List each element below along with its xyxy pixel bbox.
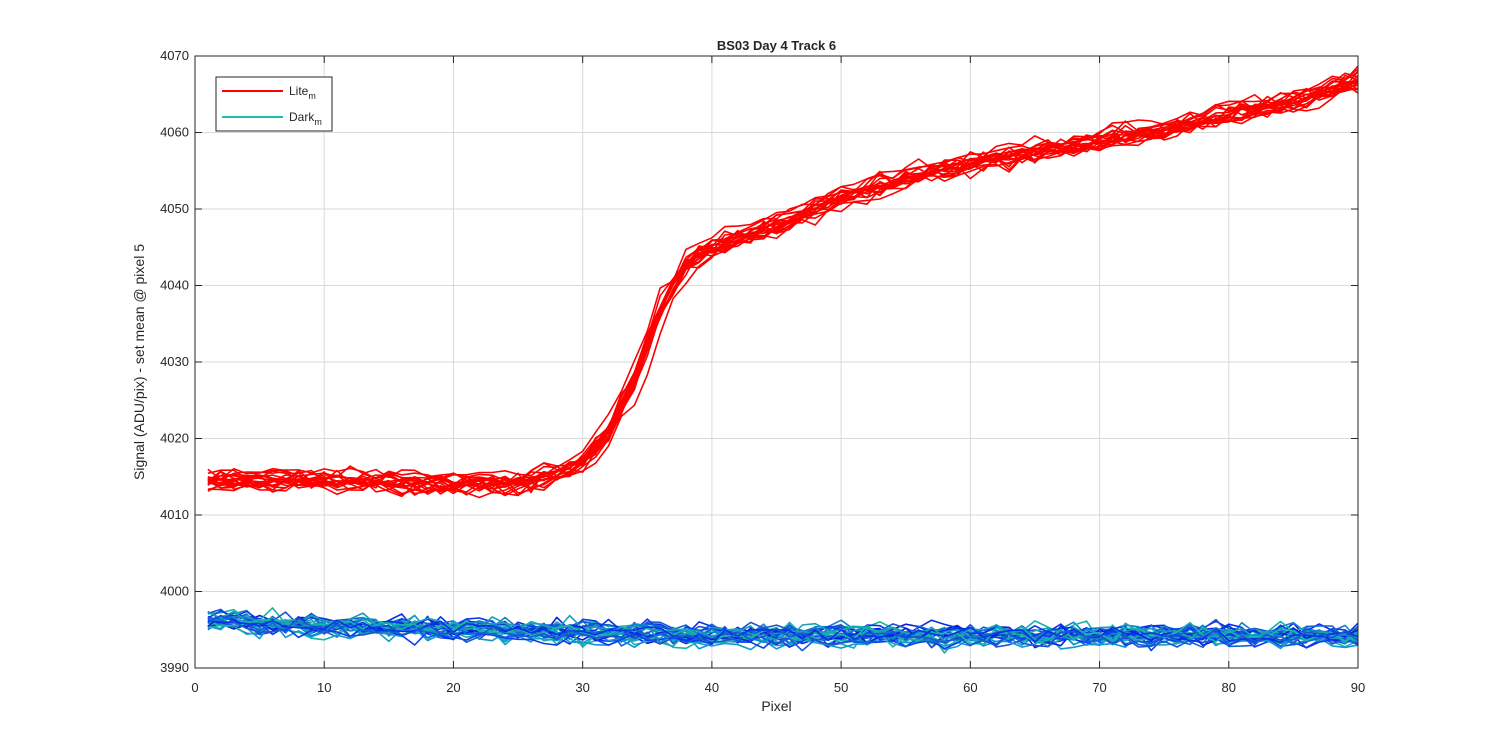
legend-label-lite-subscript: m bbox=[308, 91, 316, 101]
y-tick-label: 4050 bbox=[160, 201, 189, 216]
series-line-lite bbox=[207, 68, 1359, 481]
y-tick-label: 4010 bbox=[160, 507, 189, 522]
x-tick-label: 20 bbox=[446, 680, 460, 695]
legend-label-lite: Litem bbox=[289, 84, 316, 101]
legend-label-dark-text: Dark bbox=[289, 110, 315, 124]
x-tick-label: 80 bbox=[1222, 680, 1236, 695]
legend-label-dark-subscript: m bbox=[314, 117, 322, 127]
x-tick-label: 0 bbox=[191, 680, 198, 695]
x-tick-label: 30 bbox=[575, 680, 589, 695]
x-tick-label: 40 bbox=[705, 680, 719, 695]
series-line-dark bbox=[207, 614, 1359, 648]
series-dark bbox=[207, 607, 1359, 654]
legend-box bbox=[215, 76, 333, 132]
legend-label-dark: Darkm bbox=[289, 110, 322, 127]
data-series bbox=[207, 65, 1359, 654]
legend: Litem Darkm bbox=[215, 76, 333, 132]
y-tick-label: 3990 bbox=[160, 660, 189, 675]
series-line-lite bbox=[207, 65, 1359, 482]
legend-label-lite-text: Lite bbox=[289, 84, 309, 98]
x-tick-label: 60 bbox=[963, 680, 977, 695]
y-tick-label: 4030 bbox=[160, 354, 189, 369]
series-line-lite bbox=[207, 82, 1359, 496]
x-axis-label: Pixel bbox=[761, 698, 791, 714]
y-tick-label: 4070 bbox=[160, 48, 189, 63]
x-tick-label: 10 bbox=[317, 680, 331, 695]
y-tick-label: 4020 bbox=[160, 431, 189, 446]
x-tick-label: 90 bbox=[1351, 680, 1365, 695]
y-tick-label: 4000 bbox=[160, 584, 189, 599]
x-tick-label: 70 bbox=[1092, 680, 1106, 695]
series-line-lite bbox=[207, 86, 1359, 497]
series-line-lite bbox=[207, 80, 1359, 492]
chart-title: BS03 Day 4 Track 6 bbox=[717, 38, 836, 53]
axis-ticks: 0 10 20 30 40 50 60 70 80 90399040004010402040304… bbox=[160, 48, 1365, 695]
y-tick-label: 4040 bbox=[160, 278, 189, 293]
y-tick-label: 4060 bbox=[160, 125, 189, 140]
series-line-lite bbox=[207, 83, 1359, 499]
series-lite bbox=[207, 65, 1359, 499]
series-line-dark bbox=[207, 619, 1359, 645]
x-tick-label: 50 bbox=[834, 680, 848, 695]
y-axis-label: Signal (ADU/pix) - set mean @ pixel 5 bbox=[131, 244, 147, 480]
